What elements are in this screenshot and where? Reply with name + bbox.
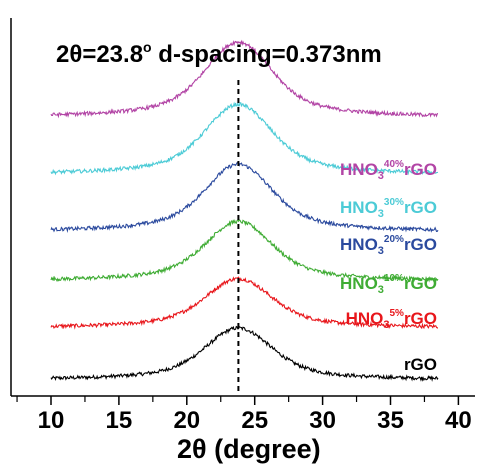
series-label-sub: 3	[383, 319, 389, 331]
series-line-5	[50, 39, 439, 119]
series-label-tail: rGO	[404, 274, 437, 293]
series-line-1	[50, 276, 438, 330]
series-label-tail: rGO	[404, 309, 437, 328]
series-line-0	[50, 325, 439, 382]
x-tick-label: 15	[106, 407, 133, 434]
series-label-sub: 3	[378, 284, 384, 296]
series-label-sub: 3	[378, 170, 384, 182]
series-label-sup: 30%	[384, 197, 404, 208]
series-label-sup: 20%	[384, 234, 404, 245]
chart-annotation: 2θ=23.8o d-spacing=0.373nm	[56, 39, 382, 68]
series-line-3	[50, 162, 439, 233]
series-label-sub: 3	[378, 208, 384, 220]
series-label-base: HNO	[340, 160, 378, 179]
series-label-1: HNO35%rGO	[346, 308, 437, 331]
series-label-tail: rGO	[404, 198, 437, 217]
series-label-base: HNO	[340, 235, 378, 254]
x-tick-label: 10	[38, 407, 65, 434]
series-label-sup: 10%	[384, 273, 404, 284]
series-label-0: rGO	[404, 355, 437, 374]
series-label-2: HNO310%rGO	[340, 273, 437, 296]
x-tick-label: 35	[377, 407, 404, 434]
series-label-tail: rGO	[404, 235, 437, 254]
annotation-suffix: d-spacing=0.373nm	[152, 41, 382, 68]
series-label-base: HNO	[340, 274, 378, 293]
series-label-4: HNO330%rGO	[340, 197, 437, 220]
series-label-3: HNO320%rGO	[340, 234, 437, 257]
plot-area: 10 15 20 25 30 35 40rGOHNO35%rGOHNO310%rGOHNO3…	[10, 18, 475, 434]
series-label-base: HNO	[346, 309, 384, 328]
annotation-degree: o	[143, 39, 152, 55]
series-label-sup: 40%	[384, 159, 404, 170]
series-label-tail: rGO	[404, 160, 437, 179]
series-line-4	[50, 100, 439, 176]
series-label-sup: 5%	[389, 308, 404, 319]
x-tick-label: 25	[241, 407, 268, 434]
series-label-base: HNO	[340, 198, 378, 217]
x-axis-label: 2θ (degree)	[177, 434, 321, 464]
series-label-sub: 3	[378, 245, 384, 257]
series-label-5: HNO340%rGO	[340, 159, 437, 182]
series-label-base: rGO	[404, 355, 437, 374]
x-tick-label: 30	[309, 407, 336, 434]
series-line-2	[50, 219, 439, 283]
x-tick-label: 20	[173, 407, 200, 434]
x-tick-label: 40	[445, 407, 472, 434]
annotation-prefix: 2θ=23.8	[56, 41, 143, 68]
